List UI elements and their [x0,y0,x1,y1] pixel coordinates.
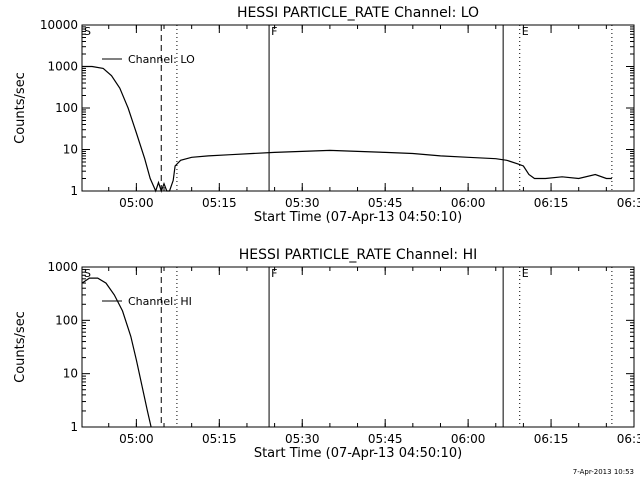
y-tick-label: 10 [63,143,78,157]
y-tick-label: 10000 [40,18,78,32]
chart-title: HESSI PARTICLE_RATE Channel: HI [239,247,477,263]
footer-timestamp: 7-Apr-2013 10:53 [573,468,634,476]
x-tick-label: 06:00 [451,432,486,446]
x-axis-label: Start Time (07-Apr-13 04:50:10) [254,446,462,461]
marker-label: F [271,25,277,38]
x-tick-label: 05:30 [285,196,320,210]
series-line [81,277,152,428]
chart-hi-channel: HESSI PARTICLE_RATE Channel: HI 1 10 100 100… [13,247,640,461]
plot-frame [81,266,635,428]
x-tick-label: 06:15 [534,432,569,446]
chart-title: HESSI PARTICLE_RATE Channel: LO [237,5,479,21]
chart-lo-channel: HESSI PARTICLE_RATE Channel: LO 1 10 100 100… [13,5,640,225]
y-tick-label: 1000 [47,60,78,74]
legend-entry: Channel: HI [128,295,192,308]
x-tick-label: 05:15 [202,196,237,210]
y-tick-label: 1 [70,184,78,198]
x-tick-label: 06:30 [617,432,640,446]
x-tick-label: 05:30 [285,432,320,446]
y-tick-label: 10 [63,367,78,381]
y-tick-label: 1000 [47,260,78,274]
x-tick-label: 05:00 [119,196,154,210]
x-tick-label: 06:30 [617,196,640,210]
y-tick-label: 100 [55,313,78,327]
marker-label: S [84,267,91,280]
x-axis-label: Start Time (07-Apr-13 04:50:10) [254,210,462,225]
series-line [82,65,612,193]
x-tick-label: 05:15 [202,432,237,446]
y-axis-label: Counts/sec [13,72,28,144]
marker-label: E [522,267,529,280]
marker-label: F [271,267,277,280]
x-tick-label: 06:15 [534,196,569,210]
y-axis-label: Counts/sec [13,311,28,383]
y-tick-label: 1 [70,420,78,434]
x-tick-label: 05:45 [368,196,403,210]
marker-label: E [522,25,529,38]
x-tick-label: 05:00 [119,432,154,446]
marker-label: S [84,25,91,38]
y-tick-label: 100 [55,101,78,115]
x-tick-label: 06:00 [451,196,486,210]
plot-frame [81,24,635,192]
x-tick-label: 05:45 [368,432,403,446]
legend-entry: Channel: LO [128,53,195,66]
